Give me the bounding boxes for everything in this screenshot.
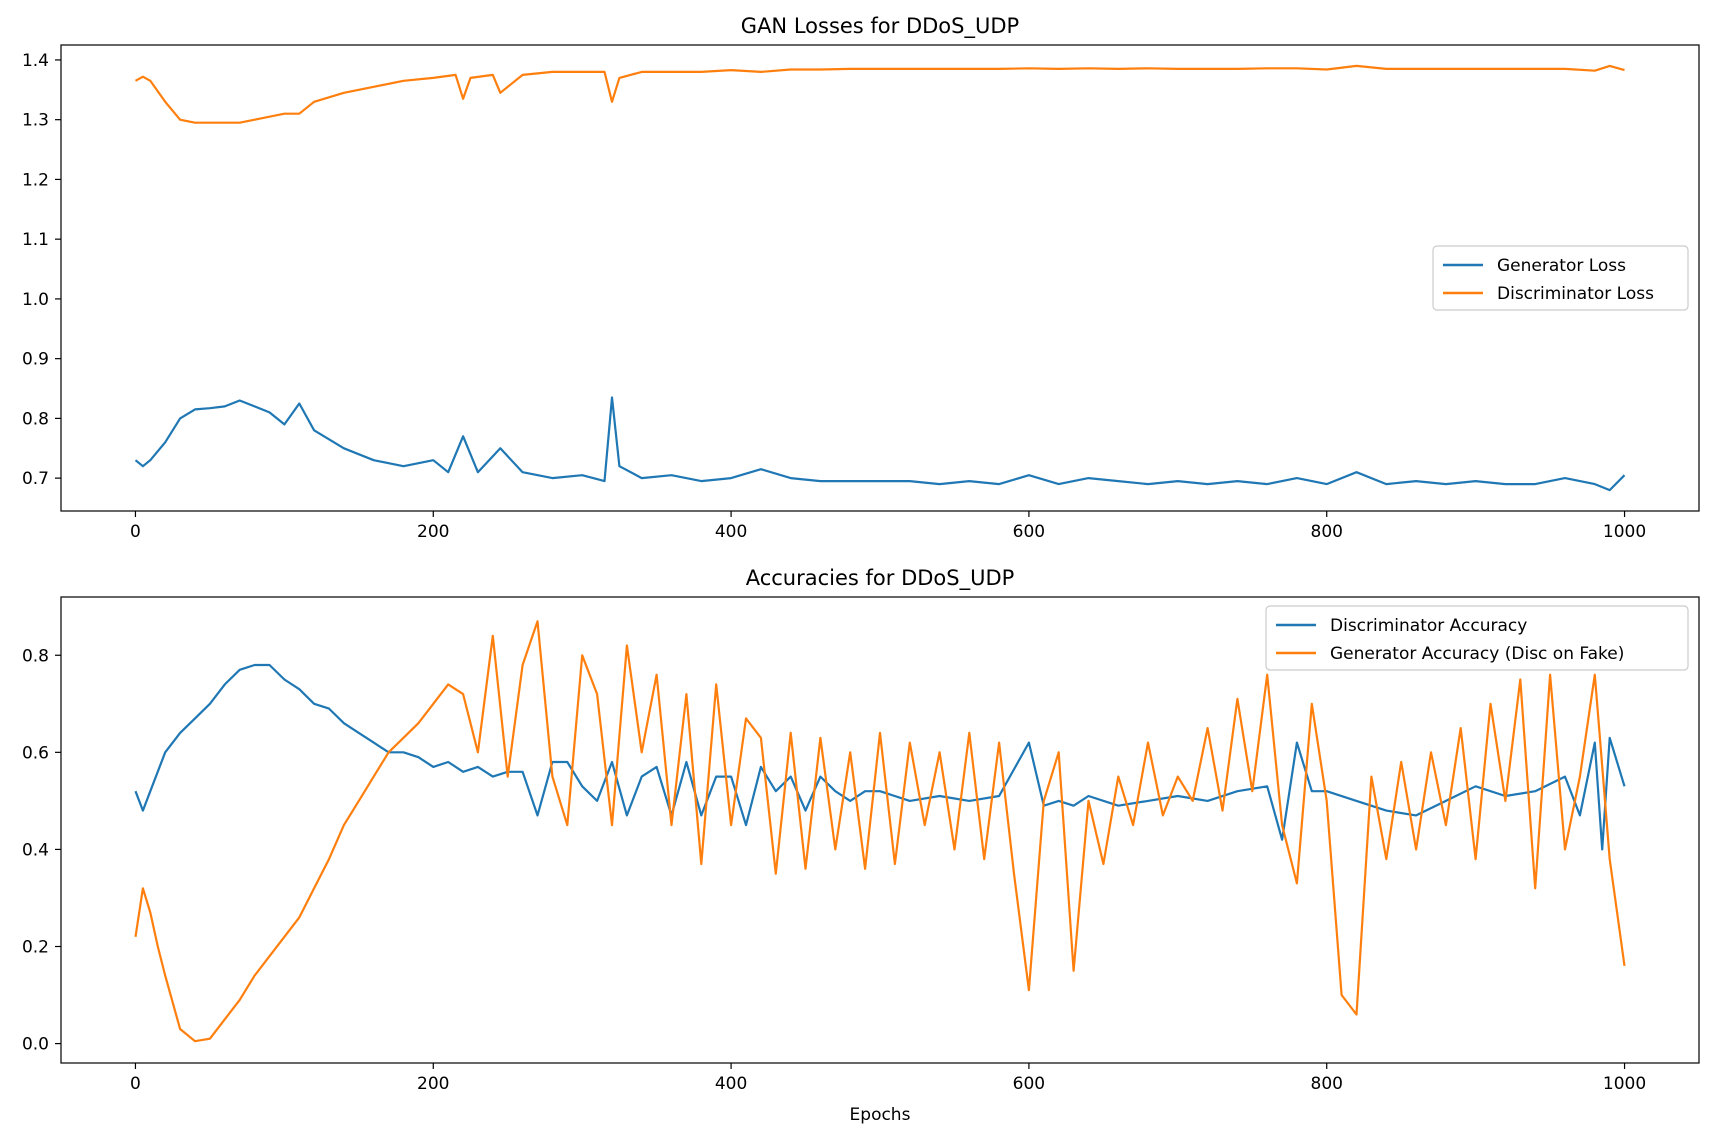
x-tick-label: 600 [1013,522,1045,542]
series-line-1 [134,64,1625,124]
legend-label: Discriminator Loss [1497,284,1654,304]
x-tick-label: 800 [1311,1074,1343,1094]
losses-legend: Generator Loss Discriminator Loss [1432,245,1689,311]
series-line-1 [134,620,1626,1043]
legend-box [1432,245,1689,311]
y-tick-label: 0.9 [22,350,49,370]
losses-chart-panel: GAN Losses for DDoS_UDP 0 200 400 600 800 100… [22,14,1700,542]
accuracies-plot-frame [60,596,1700,1064]
x-tick-label: 800 [1311,522,1343,542]
y-tick-label: 0.2 [22,938,49,958]
y-tick-label: 1.4 [22,51,49,71]
accuracies-x-axis-label: Epochs [850,1105,911,1125]
y-tick-label: 0.0 [22,1035,49,1055]
legend-label: Generator Loss [1497,256,1626,276]
x-tick-label: 1000 [1603,1074,1646,1094]
y-tick-label: 1.2 [22,170,49,190]
x-tick-label: 400 [715,1074,747,1094]
y-tick-label: 0.6 [22,743,49,763]
y-tick-label: 0.8 [22,409,49,429]
y-tick-label: 1.1 [22,230,49,250]
y-tick-label: 0.4 [22,840,49,860]
accuracies-axes-layer: 0 200 400 600 800 1000 0.0 0.2 0.4 0.6 0.8 [22,646,1646,1094]
x-tick-label: 0 [130,1074,141,1094]
x-tick-label: 200 [417,522,449,542]
series-line-0 [134,663,1626,851]
losses-series-layer [134,64,1626,492]
x-tick-label: 400 [715,522,747,542]
y-tick-label: 1.3 [22,111,49,131]
losses-plot-frame [60,44,1700,512]
accuracies-chart-panel: Accuracies for DDoS_UDP 0 200 400 600 800 100… [22,566,1700,1125]
legend-label: Generator Accuracy (Disc on Fake) [1330,644,1624,664]
losses-chart-title: GAN Losses for DDoS_UDP [741,14,1019,39]
x-tick-label: 1000 [1603,522,1646,542]
losses-axes-layer: 0 200 400 600 800 1000 0.7 0.8 0.9 1.0 1.1 1.2 1.3 1.… [22,51,1646,542]
x-tick-label: 0 [130,522,141,542]
legend-label: Discriminator Accuracy [1330,616,1527,636]
series-line-0 [134,396,1626,492]
y-tick-label: 0.8 [22,646,49,666]
accuracies-series-layer [134,620,1626,1043]
y-tick-label: 1.0 [22,290,49,310]
y-tick-label: 0.7 [22,469,49,489]
accuracies-legend: Discriminator Accuracy Generator Accuracy… [1265,605,1689,671]
accuracies-chart-title: Accuracies for DDoS_UDP [746,566,1015,591]
x-tick-label: 600 [1013,1074,1045,1094]
x-tick-label: 200 [417,1074,449,1094]
legend-box [1265,605,1689,671]
